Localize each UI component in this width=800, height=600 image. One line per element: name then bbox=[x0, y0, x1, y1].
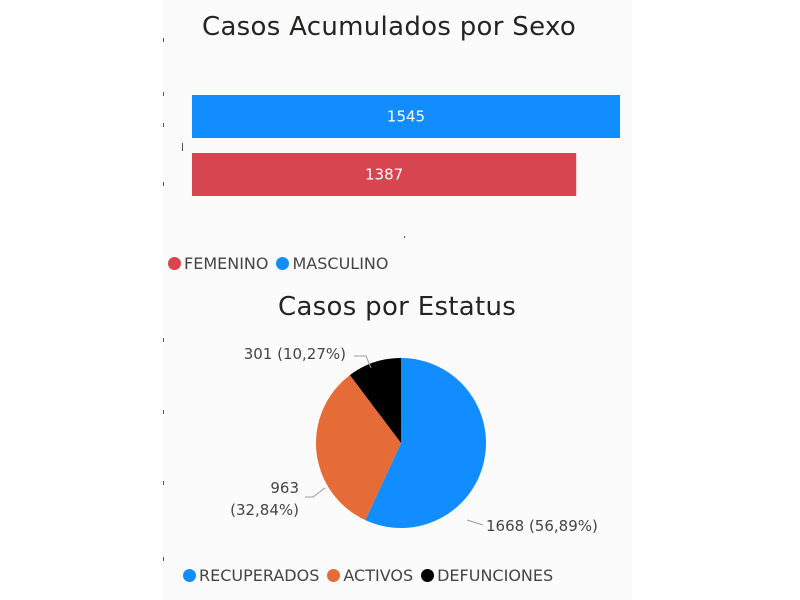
axis-tick bbox=[163, 38, 164, 42]
legend-dot-masculino bbox=[276, 257, 290, 270]
legend-dot-defunciones bbox=[421, 569, 435, 582]
legend-label-femenino: FEMENINO bbox=[184, 254, 269, 273]
pie-chart-legend: RECUPERADOS ACTIVOS DEFUNCIONES bbox=[183, 566, 561, 585]
axis-tick bbox=[163, 338, 164, 342]
pie-slice-recuperados[interactable] bbox=[365, 358, 487, 528]
bar-chart-title: Casos Acumulados por Sexo bbox=[202, 12, 577, 42]
legend-dot-activos bbox=[327, 569, 341, 582]
legend-label-masculino: MASCULINO bbox=[292, 254, 389, 273]
legend-dot-femenino bbox=[168, 257, 181, 270]
bar-value-label-femenino: 1387 bbox=[365, 166, 403, 184]
axis-tick bbox=[163, 557, 164, 561]
bar-value-label-masculino: 1545 bbox=[387, 108, 425, 126]
legend-item-defunciones[interactable]: DEFUNCIONES bbox=[421, 566, 553, 585]
bar-masculino[interactable] bbox=[192, 95, 620, 138]
legend-item-masculino[interactable]: MASCULINO bbox=[276, 254, 388, 273]
pie-slice-defunciones[interactable] bbox=[349, 358, 401, 443]
legend-label-defunciones: DEFUNCIONES bbox=[437, 566, 554, 585]
pie-data-label-defunciones: 301 (10,27%) bbox=[244, 345, 346, 363]
axis-tick bbox=[163, 123, 164, 127]
axis-tick bbox=[404, 236, 405, 238]
legend-item-recuperados[interactable]: RECUPERADOS bbox=[183, 566, 319, 585]
axis-tick bbox=[182, 143, 183, 151]
axis-tick bbox=[163, 92, 164, 96]
axis-tick bbox=[163, 182, 164, 186]
legend-dot-recuperados bbox=[183, 569, 196, 582]
bar-femenino[interactable] bbox=[192, 153, 577, 196]
pie-leader-line-recuperados bbox=[466, 519, 484, 526]
pie-slice-activos[interactable] bbox=[316, 375, 401, 521]
axis-tick bbox=[163, 410, 164, 414]
legend-item-femenino[interactable]: FEMENINO bbox=[168, 254, 268, 273]
pie-leader-line-activos bbox=[305, 487, 326, 498]
bar-chart-legend: FEMENINO MASCULINO bbox=[168, 254, 396, 273]
pie-chart-title: Casos por Estatus bbox=[278, 292, 517, 322]
pie-data-label-activos: 963 (32,84%) bbox=[230, 479, 299, 519]
axis-tick bbox=[163, 481, 164, 485]
pie-leader-line-defunciones bbox=[354, 355, 372, 369]
legend-item-activos[interactable]: ACTIVOS bbox=[327, 566, 413, 585]
pie-data-label-recuperados: 1668 (56,89%) bbox=[486, 517, 598, 535]
legend-label-recuperados: RECUPERADOS bbox=[199, 566, 320, 585]
legend-label-activos: ACTIVOS bbox=[343, 566, 414, 585]
